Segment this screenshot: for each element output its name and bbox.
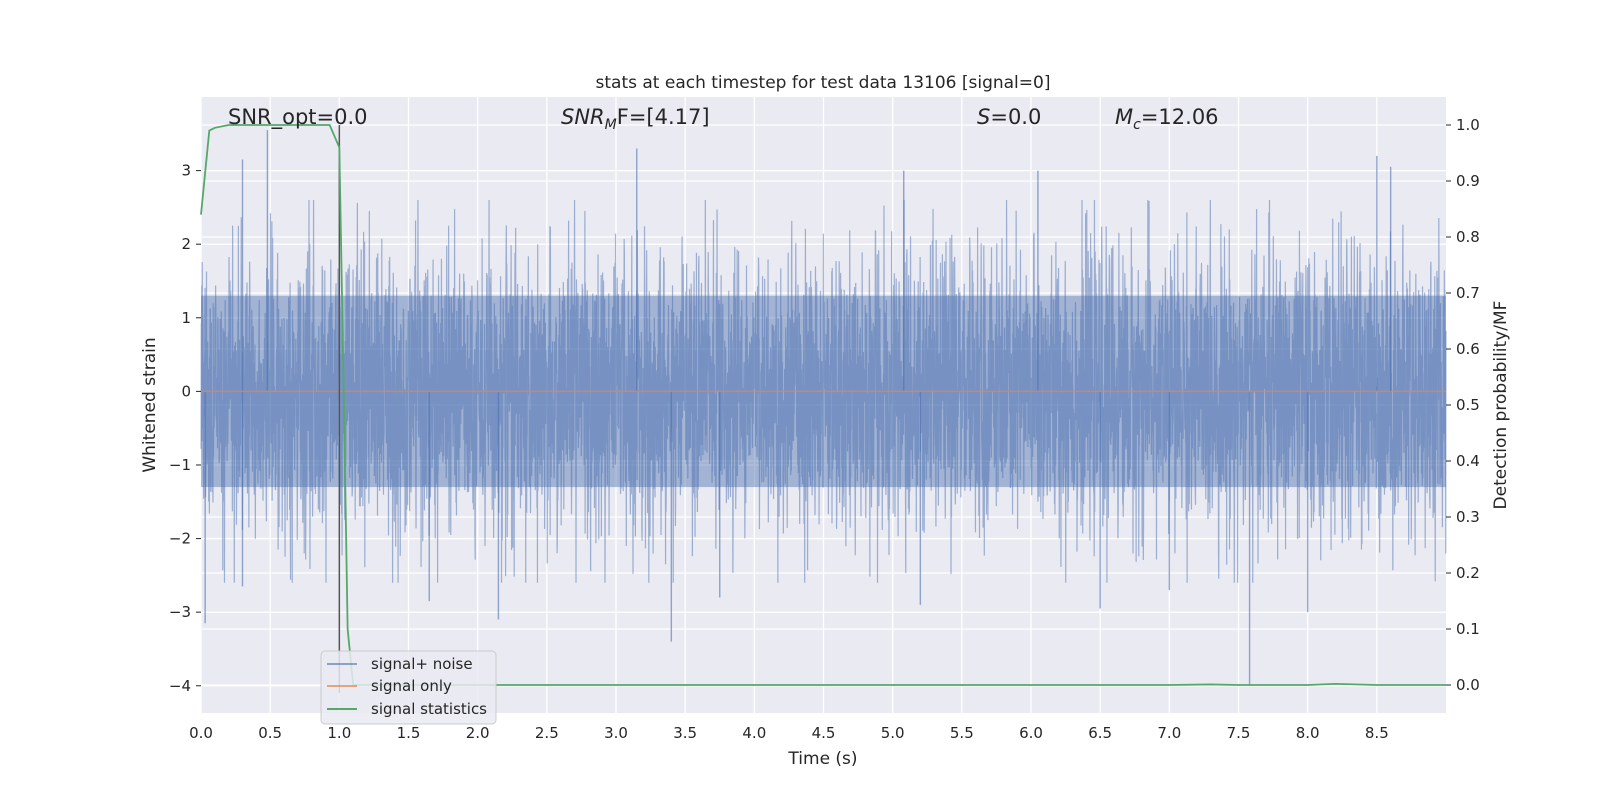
y-tick-label: −4 [169, 677, 191, 695]
x-tick-label: 6.5 [1088, 724, 1112, 742]
x-tick-label: 8.0 [1296, 724, 1320, 742]
y2-tick-label: 1.0 [1456, 116, 1480, 134]
x-tick-label: 1.5 [397, 724, 421, 742]
y2-axis-label: Detection probability/MF [1491, 301, 1511, 510]
annotation-s: S=0.0 [977, 105, 1041, 129]
snr-mf-sub: M [605, 117, 617, 133]
noise-trace [200, 200, 1447, 583]
x-tick-label: 5.0 [881, 724, 905, 742]
s-value: =0.0 [990, 105, 1041, 129]
x-tick-label: 3.0 [604, 724, 628, 742]
y2-tick-label: 0.9 [1456, 172, 1480, 190]
y-tick-label: 0 [181, 382, 191, 400]
y-tick-label: −3 [169, 603, 191, 621]
x-tick-label: 2.0 [466, 724, 490, 742]
x-axis-label: Time (s) [787, 749, 857, 769]
snr-mf-prefix: SNR [561, 105, 605, 129]
mc-prefix: M [1115, 105, 1133, 129]
x-axis-ticks: 0.0 0.5 1.0 1.5 2.0 2.5 3.0 3.5 4.0 4.5 5.0 5.5 6.0 6… [189, 724, 1389, 742]
y2-tick-label: 0.3 [1456, 508, 1480, 526]
x-tick-label: 7.0 [1157, 724, 1181, 742]
x-tick-label: 0.0 [189, 724, 213, 742]
mc-sub: c [1133, 117, 1141, 133]
annotation-snr-mf: SNRMF=[4.17] [561, 105, 710, 133]
legend-label-signal-noise: signal+ noise [371, 655, 473, 673]
y2-tick-label: 0.8 [1456, 228, 1480, 246]
y2-axis-ticks: 1.0 0.9 0.8 0.7 0.6 0.5 0.4 0.3 0.2 0.1 0.0 [1446, 116, 1480, 694]
x-tick-label: 7.5 [1227, 724, 1251, 742]
y-axis-label: Whitened strain [140, 337, 160, 472]
y2-tick-label: 0.0 [1456, 676, 1480, 694]
y-tick-label: 1 [181, 309, 191, 327]
y-tick-label: −2 [169, 530, 191, 548]
x-tick-label: 4.0 [742, 724, 766, 742]
x-tick-label: 3.5 [673, 724, 697, 742]
y-tick-label: 3 [181, 162, 191, 180]
y2-tick-label: 0.2 [1456, 564, 1480, 582]
legend-label-signal-statistics: signal statistics [371, 700, 487, 718]
s-prefix: S [977, 105, 990, 129]
legend-box [320, 650, 497, 725]
x-tick-label: 8.5 [1365, 724, 1389, 742]
y2-tick-label: 0.7 [1456, 284, 1480, 302]
x-tick-label: 4.5 [812, 724, 836, 742]
annotation-mc: Mc=12.06 [1115, 105, 1219, 133]
legend: signal+ noise signal only signal statist… [320, 650, 497, 725]
mc-value: =12.06 [1141, 105, 1219, 129]
y2-tick-label: 0.1 [1456, 620, 1480, 638]
annotation-snr-opt: SNR_opt=0.0 [228, 105, 368, 130]
y-tick-label: 2 [181, 235, 191, 253]
y2-tick-label: 0.5 [1456, 396, 1480, 414]
x-tick-label: 5.5 [950, 724, 974, 742]
x-tick-label: 0.5 [258, 724, 282, 742]
x-tick-label: 6.0 [1019, 724, 1043, 742]
x-tick-label: 1.0 [327, 724, 351, 742]
snr-mf-suffix: F=[4.17] [617, 105, 710, 129]
y-axis-ticks: 3 2 1 0 −1 −2 −3 −4 [169, 162, 201, 695]
chart-title: stats at each timestep for test data 131… [596, 73, 1051, 93]
x-tick-label: 2.5 [535, 724, 559, 742]
y2-tick-label: 0.4 [1456, 452, 1480, 470]
y-tick-label: −1 [169, 456, 191, 474]
legend-label-signal-only: signal only [371, 677, 452, 695]
y2-tick-label: 0.6 [1456, 340, 1480, 358]
